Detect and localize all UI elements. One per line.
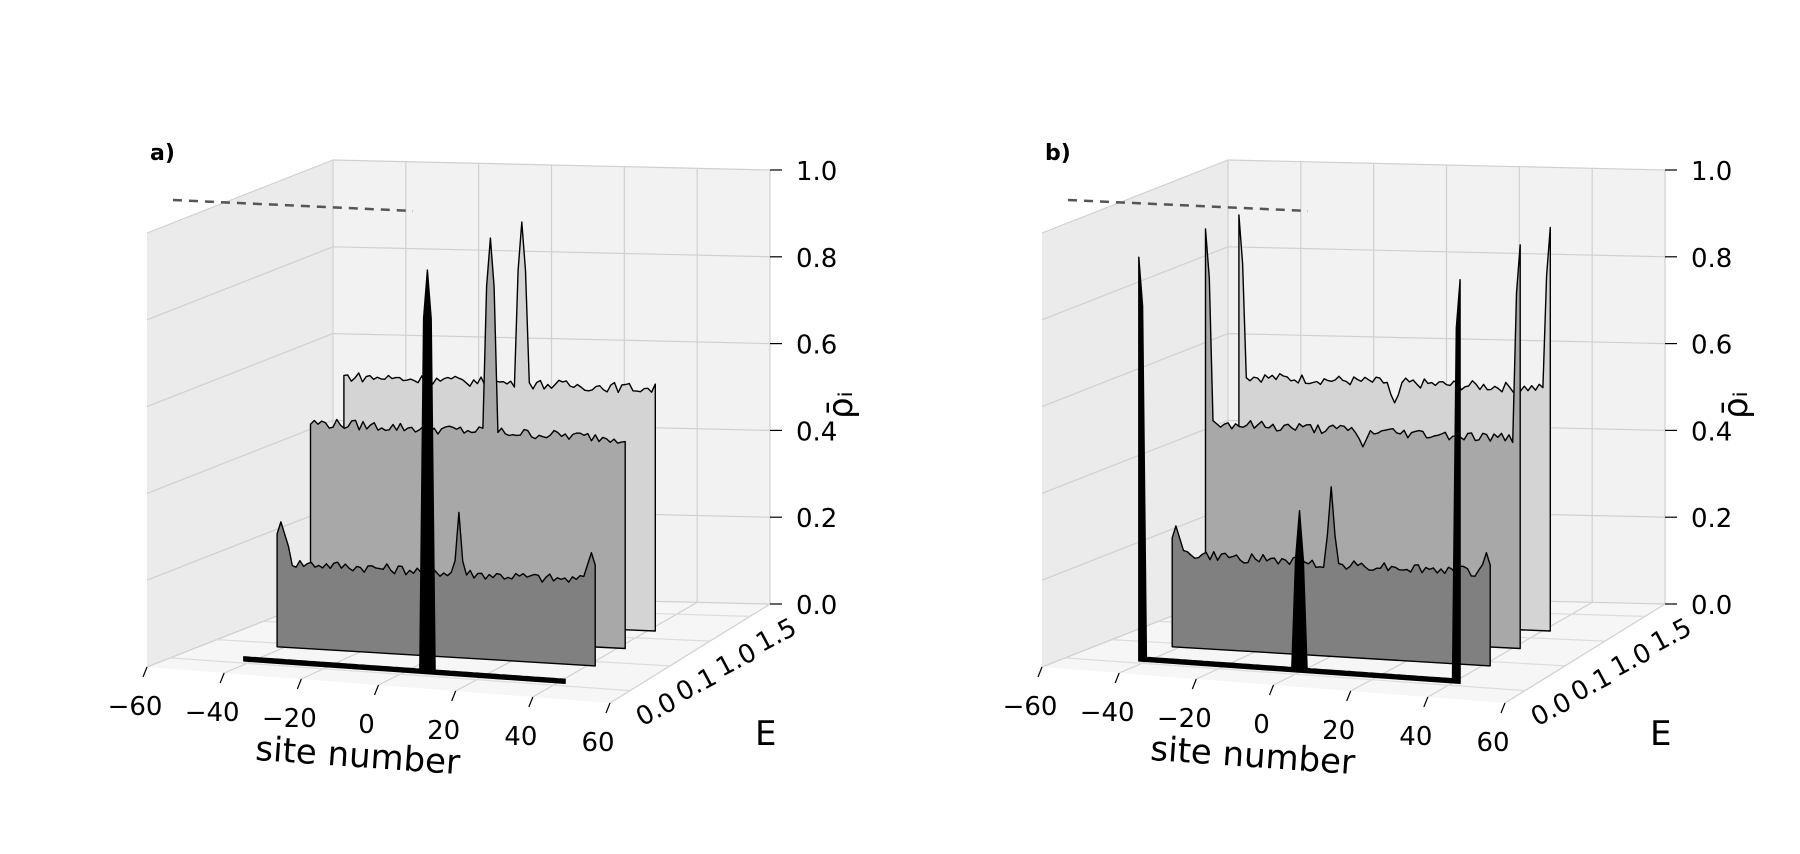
z-gridline-side xyxy=(146,506,334,581)
z-gridline-side xyxy=(146,333,334,408)
z-tick-label: 0.8 xyxy=(1691,244,1732,274)
z-tick-label: 0.0 xyxy=(1691,591,1732,621)
x-tick-label: 0 xyxy=(1253,710,1270,740)
z-tick-label: 0.6 xyxy=(796,331,837,361)
z-gridline xyxy=(1227,333,1666,345)
y-tick-label: 0.1 xyxy=(1566,662,1617,708)
y-axis-label: E xyxy=(1650,714,1671,754)
x-tick-label: −40 xyxy=(1080,698,1135,728)
panel-a: −60 −40 −20 0 20 40 600.00.20.40.60.81.00.00.1… xyxy=(108,141,861,783)
z-gridline-side xyxy=(1041,419,1229,494)
max-dashed-line xyxy=(1067,198,1309,213)
x-gridline xyxy=(609,603,771,704)
x-tick-mark xyxy=(1037,666,1043,678)
x-tick-label: 60 xyxy=(581,728,614,758)
x-tick-label: 0 xyxy=(358,710,375,740)
x-tick-label: 60 xyxy=(1476,728,1509,758)
y-tick-label: 0.0 xyxy=(1526,687,1577,733)
x-tick-mark xyxy=(1500,702,1506,714)
x-tick-mark xyxy=(1114,672,1120,684)
z-gridline xyxy=(1227,159,1666,171)
x-tick-mark xyxy=(296,678,302,690)
panel-label: a) xyxy=(150,141,175,166)
x-tick-label: −60 xyxy=(1003,692,1058,722)
y-tick-label: 1.0 xyxy=(711,637,762,683)
y-tick-label: 1.5 xyxy=(1646,613,1697,659)
z-gridline-side xyxy=(146,419,334,494)
z-gridline-side xyxy=(146,246,334,321)
x-tick-label: −20 xyxy=(1157,704,1212,734)
y-gridline xyxy=(170,657,631,692)
x-tick-label: 20 xyxy=(427,716,460,746)
x-tick-label: −40 xyxy=(185,698,240,728)
x-tick-mark xyxy=(1346,690,1352,702)
x-tick-label: −60 xyxy=(108,692,163,722)
z-gridline xyxy=(332,246,771,258)
panel-b: −60 −40 −20 0 20 40 600.00.20.40.60.81.00.00.1… xyxy=(1003,141,1756,783)
x-tick-mark xyxy=(451,690,457,702)
max-dashed-line xyxy=(172,198,414,213)
z-tick-label: 0.6 xyxy=(1691,331,1732,361)
x-tick-label: 40 xyxy=(1399,722,1432,752)
y-axis-label: E xyxy=(755,714,776,754)
z-axis-label: ρ̄ᵢ xyxy=(1716,391,1756,419)
x-tick-mark xyxy=(605,702,611,714)
series-ribbon-E0_1 xyxy=(1171,486,1491,667)
panel-label: b) xyxy=(1045,141,1071,166)
x-tick-mark xyxy=(1268,684,1275,696)
y-tick-label: 0.0 xyxy=(631,687,682,733)
z-gridline-side xyxy=(1041,246,1229,321)
x-tick-mark xyxy=(373,684,380,696)
z-tick-label: 0.4 xyxy=(1691,417,1732,447)
z-tick-label: 0.2 xyxy=(796,504,837,534)
z-gridline xyxy=(1227,246,1666,258)
z-gridline-side xyxy=(1041,333,1229,408)
z-tick-label: 0.0 xyxy=(796,591,837,621)
series-ribbon-E0_0 xyxy=(243,269,566,684)
z-tick-label: 0.4 xyxy=(796,417,837,447)
z-gridline-side xyxy=(1041,159,1229,234)
series-ribbon-E0_0 xyxy=(1138,256,1461,684)
x-tick-mark xyxy=(1191,678,1197,690)
x-tick-mark xyxy=(219,672,225,684)
z-gridline-side xyxy=(146,159,334,234)
z-tick-label: 0.8 xyxy=(796,244,837,274)
x-tick-mark xyxy=(1423,696,1429,708)
x-tick-mark xyxy=(528,696,534,708)
y-gridline xyxy=(1065,657,1526,692)
x-tick-label: 40 xyxy=(504,722,537,752)
z-gridline xyxy=(332,159,771,171)
y-tick-label: 1.0 xyxy=(1606,637,1657,683)
series-ribbon-E0_1 xyxy=(276,511,596,667)
z-tick-label: 0.2 xyxy=(1691,504,1732,534)
x-tick-mark xyxy=(142,666,148,678)
left-pane xyxy=(1042,160,1228,667)
x-tick-label: 20 xyxy=(1322,716,1355,746)
series-ribbon-E1_0 xyxy=(1204,228,1521,650)
y-tick-label: 0.1 xyxy=(671,662,722,708)
z-gridline-side xyxy=(1041,506,1229,581)
z-tick-label: 1.0 xyxy=(1691,157,1732,187)
z-tick-label: 1.0 xyxy=(796,157,837,187)
x-tick-label: −20 xyxy=(262,704,317,734)
x-gridline xyxy=(1504,603,1666,704)
z-gridline xyxy=(332,333,771,345)
y-tick-label: 1.5 xyxy=(751,613,802,659)
series-ribbon-E1_0 xyxy=(309,237,626,650)
z-axis-label: ρ̄ᵢ xyxy=(821,391,861,419)
